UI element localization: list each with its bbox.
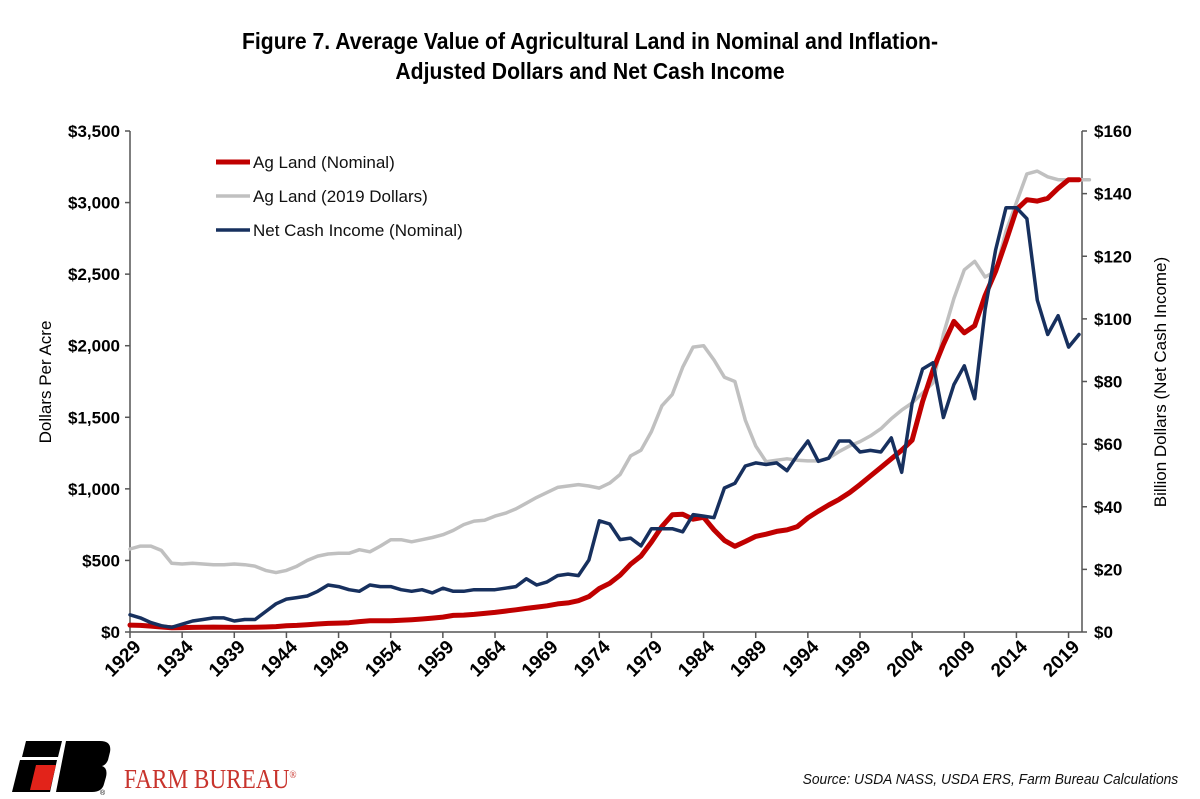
x-tick-label: 1944 [257,636,302,681]
x-tick-label: 1989 [727,637,772,682]
x-tick-label: 1999 [831,637,876,682]
legend-label: Ag Land (2019 Dollars) [253,187,428,206]
y-right-tick-label: $40 [1094,498,1122,517]
x-tick-label: 1959 [414,637,459,682]
y-right-tick-label: $60 [1094,435,1122,454]
y-tick-label: $2,500 [68,265,120,284]
x-tick-label: 1954 [362,636,407,681]
farm-bureau-wordmark: FARM BUREAU® [124,764,297,795]
legend-label: Net Cash Income (Nominal) [253,221,463,240]
legend: Ag Land (Nominal) Ag Land (2019 Dollars) N… [216,153,463,240]
series-line-ag-land-nominal [127,177,1082,631]
legend-label: Ag Land (Nominal) [253,153,395,172]
y-right-tick-label: $120 [1094,247,1132,266]
x-tick-label: 1964 [466,636,511,681]
logo-f-red [30,765,56,790]
x-tick-label: 2009 [935,637,980,682]
x-tick-label: 1974 [570,636,615,681]
y-right-tick-label: $0 [1094,623,1113,642]
chart-title-line-1: Figure 7. Average Value of Agricultural … [241,28,939,54]
x-tick-label: 1949 [309,637,354,682]
farm-bureau-logo: ® [12,741,111,797]
axes: $0 $500 $1,000 $1,500 $2,000 $2,500 $3,000 $3,5… [68,122,1132,681]
y-right-tick-label: $140 [1094,185,1132,204]
x-tick-label: 2004 [883,636,928,681]
y-tick-label: $1,500 [68,408,120,427]
y-right-tick-label: $80 [1094,373,1122,392]
series-line-net-cash-income-nominal [128,205,1081,630]
logo-registered-mark: ® [100,789,106,797]
x-tick-label: 2019 [1039,637,1084,682]
chart-title-line-2: Adjusted Dollars and Net Cash Income [395,58,785,84]
y-tick-label: $500 [82,551,120,570]
y-right-tick-label: $20 [1094,560,1122,579]
y-right-tick-label: $160 [1094,122,1132,141]
x-tick-label: 1984 [674,636,719,681]
x-tick-label: 1939 [205,637,250,682]
y-axis-right-label: Billion Dollars (Net Cash Income) [1151,257,1170,507]
brand-registered: ® [289,769,297,781]
x-tick-label: 1979 [622,637,667,682]
y-tick-label: $1,000 [68,480,120,499]
x-tick-label: 1934 [153,636,198,681]
x-tick-label: 1969 [518,637,563,682]
y-axis-label: Dollars Per Acre [36,321,55,444]
logo-b [56,741,111,792]
x-tick-label: 1994 [779,636,824,681]
series-lines [127,169,1092,631]
x-tick-label: 1929 [101,637,146,682]
y-right-tick-label: $100 [1094,310,1132,329]
brand-name: FARM BUREAU [124,764,290,794]
y-tick-label: $0 [101,623,120,642]
y-tick-label: $3,000 [68,194,120,213]
y-tick-label: $2,000 [68,337,120,356]
x-tick-label: 2014 [987,636,1032,681]
logo-f-top [22,741,62,757]
source-note: Source: USDA NASS, USDA ERS, Farm Bureau… [802,771,1178,788]
y-tick-label: $3,500 [68,122,120,141]
